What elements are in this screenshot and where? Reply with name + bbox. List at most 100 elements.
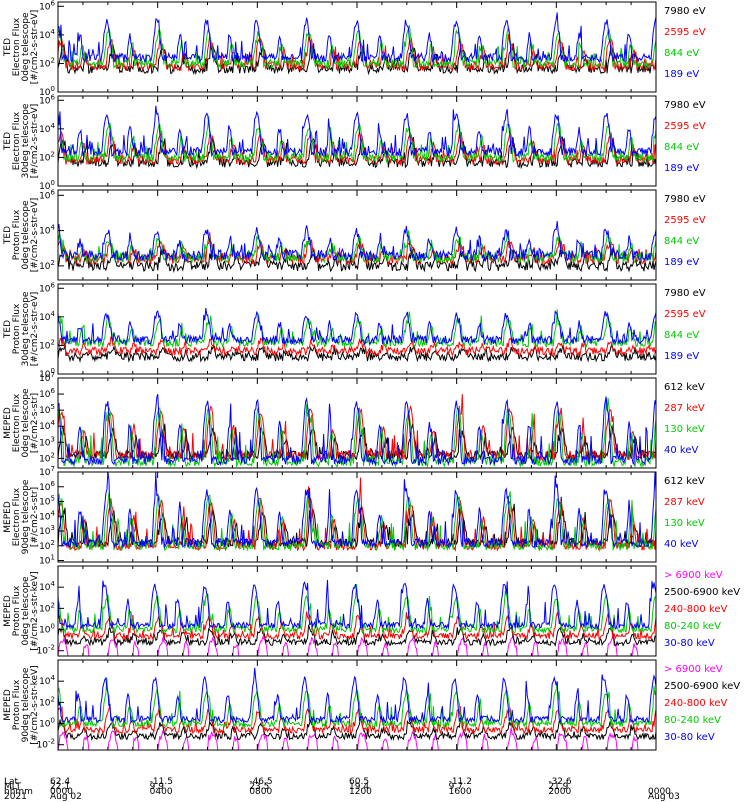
panel-ylabel: TEDProton Flux0deg telescope[#/cm2-s-str… xyxy=(3,198,40,273)
panel-ylabel: MEPEDProton Flux0deg telescope[#/cm2-s-s… xyxy=(3,571,40,650)
y-tick-label: 100 xyxy=(39,623,55,636)
y-tick-label: 107 xyxy=(39,465,55,478)
y-tick-label: 104 xyxy=(39,28,55,41)
legend-entry: 844 eV xyxy=(664,330,699,341)
legend-entry: 130 keV xyxy=(664,424,705,435)
legend-entry: 612 keV xyxy=(664,382,705,393)
y-tick-label: 101 xyxy=(39,554,55,567)
legend-entry: 189 eV xyxy=(664,163,699,174)
series-line-130-kev xyxy=(57,398,657,469)
legend-entry: 189 eV xyxy=(664,257,699,268)
y-tick-label: 105 xyxy=(39,403,55,416)
series-line-189-ev xyxy=(57,221,657,262)
legend-entry: 2500-6900 keV xyxy=(664,587,740,598)
panel-ylabel: TEDElectron Flux30deg telescope[#/cm2-s-… xyxy=(3,103,40,178)
legend-entry: 30-80 keV xyxy=(664,638,715,649)
series-line-7980-ev xyxy=(57,245,657,274)
series-line-2595-ev xyxy=(57,232,657,266)
panel-ylabel: TEDProton Flux30deg telescope[#/cm2-s-st… xyxy=(3,291,40,366)
ephemeris-footer: Lat MLT hhmm 2021 62.4 22.1 0000 Aug 02 -11.5 9.9… xyxy=(0,777,750,802)
legend-entry: 189 eV xyxy=(664,69,699,80)
y-tick-label: 102 xyxy=(39,451,55,464)
y-tick-label: 100 xyxy=(39,717,55,730)
series-line-287-kev xyxy=(57,477,657,553)
footer-hhmm-value: 0400 xyxy=(149,787,173,797)
series-line-287-kev xyxy=(57,394,657,462)
legend-entry: 844 eV xyxy=(664,142,699,153)
series-line-2595-ev xyxy=(57,336,657,358)
series-line-2595-ev xyxy=(57,34,657,73)
y-tick-label: 102 xyxy=(39,695,55,708)
legend-entry: 2595 eV xyxy=(664,27,706,38)
footer-mlt-value: 9.9 xyxy=(149,782,164,792)
footer-mlt-value: 23.5 xyxy=(249,782,270,792)
legend-entry: 2595 eV xyxy=(664,309,706,320)
footer-hhmm-value: 0800 xyxy=(249,787,273,797)
series-line-844-ev xyxy=(57,116,657,164)
y-tick-label: 106 xyxy=(39,480,55,493)
panel-ylabel: MEPEDElectron Flux90deg telescope[#/cm2-… xyxy=(3,479,40,554)
legend-entry: 844 eV xyxy=(664,236,699,247)
footer-mlt-value: 22.1 xyxy=(50,782,71,792)
y-tick-label: 102 xyxy=(39,601,55,614)
footer-lat-value: -32.6 xyxy=(548,777,572,787)
footer-date-value: Aug 02 xyxy=(50,792,82,802)
series-line-189-ev xyxy=(57,105,657,158)
footer-row-label: MLT xyxy=(4,782,22,792)
footer-lat-value: -46.5 xyxy=(249,777,273,787)
y-tick-label: 104 xyxy=(39,224,55,237)
footer-lat-value: 60.5 xyxy=(349,777,370,787)
y-tick-label: 104 xyxy=(39,580,55,593)
legend-entry: 2595 eV xyxy=(664,121,706,132)
y-tick-label: 104 xyxy=(39,122,55,135)
panel-ylabel: MEPEDProton Flux90deg telescope[#/cm2-s-… xyxy=(3,665,40,744)
footer-mlt-value: 9.7 xyxy=(448,782,463,792)
series-line-2595-ev xyxy=(57,130,657,167)
series-line-7980-ev xyxy=(57,342,657,363)
y-tick-label: 102 xyxy=(39,338,55,351)
panel-ylabel: MEPEDElectron Flux0deg telescope[#/cm2-s… xyxy=(3,388,40,458)
legend-entry: 7980 eV xyxy=(664,100,706,111)
series-line-2500-6900-kev xyxy=(57,714,657,742)
footer-hhmm-value: 1200 xyxy=(349,787,372,797)
y-tick-label: 104 xyxy=(39,509,55,522)
panel-frame xyxy=(57,1,657,93)
series-line-2500-6900-kev xyxy=(57,624,657,648)
y-tick-label: 104 xyxy=(39,310,55,323)
footer-hhmm-value: 0000 xyxy=(648,787,671,797)
footer-hhmm-value: 1600 xyxy=(448,787,472,797)
series-line-30-80-kev xyxy=(57,667,657,725)
footer-hhmm-value: 0000 xyxy=(50,787,73,797)
y-tick-label: 102 xyxy=(39,150,55,163)
footer-mlt-value: 19.4 xyxy=(349,782,370,792)
series-line-844-ev xyxy=(57,230,657,264)
y-tick-label: 106 xyxy=(39,281,55,294)
legend-entry: 612 keV xyxy=(664,476,705,487)
legend-entry: 80-240 keV xyxy=(664,621,721,632)
legend-entry: 130 keV xyxy=(664,518,705,529)
legend-entry: 80-240 keV xyxy=(664,715,721,726)
legend-entry: 240-800 keV xyxy=(664,604,728,615)
legend-entry: 2595 eV xyxy=(664,215,706,226)
y-tick-label: 103 xyxy=(39,435,55,448)
legend-entry: 287 keV xyxy=(664,497,705,508)
series-line-7980-ev xyxy=(57,136,657,170)
series-line-189-ev xyxy=(57,307,657,346)
series-line-130-kev xyxy=(57,491,657,553)
footer-row-label: 2021 xyxy=(4,792,27,802)
series-line-40-kev xyxy=(57,471,657,550)
series-line-7980-ev xyxy=(57,40,657,76)
legend-entry: 844 eV xyxy=(664,48,699,59)
y-tick-label: 102 xyxy=(39,539,55,552)
footer-row-label: hhmm xyxy=(4,787,33,797)
legend-entry: 40 keV xyxy=(664,539,698,550)
